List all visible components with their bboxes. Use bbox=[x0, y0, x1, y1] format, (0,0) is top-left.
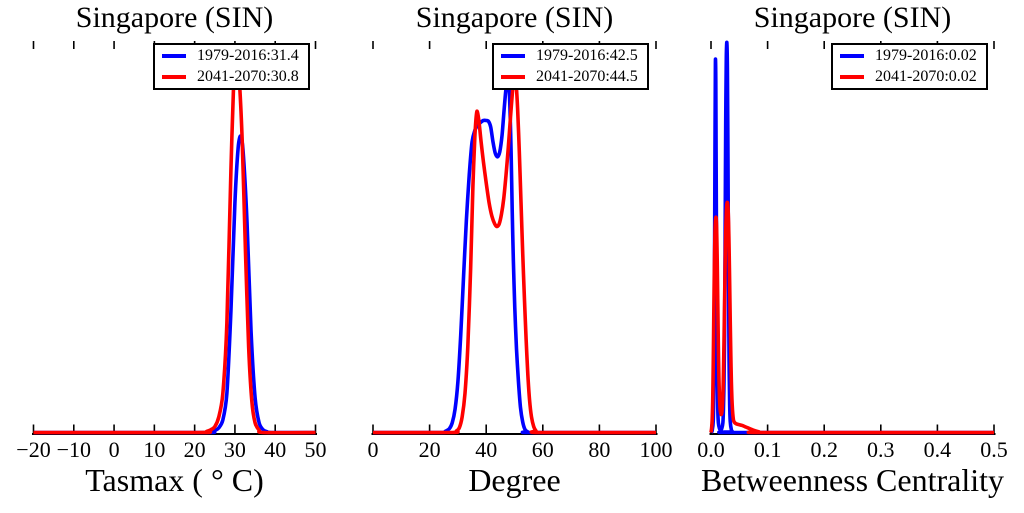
legend-tasmax: 1979-2016:31.4 2041-2070:30.8 bbox=[153, 43, 310, 90]
legend-betweenness: 1979-2016:0.02 2041-2070:0.02 bbox=[831, 43, 988, 90]
x-tick-label: 60 bbox=[531, 437, 554, 462]
legend-entry: 2041-2070:30.8 bbox=[155, 67, 308, 88]
x-axis-label-betweenness: Betweenness Centrality bbox=[700, 462, 1005, 498]
legend-label: 1979-2016:31.4 bbox=[197, 47, 299, 64]
legend-line-red-icon bbox=[162, 75, 186, 79]
legend-entry: 1979-2016:42.5 bbox=[494, 46, 647, 67]
x-tick-label: 0.5 bbox=[980, 437, 1008, 462]
legend-line-blue-icon bbox=[501, 54, 525, 58]
legend-entry: 1979-2016:0.02 bbox=[833, 46, 986, 67]
x-axis-label-degree: Degree bbox=[468, 462, 561, 498]
x-tick-label: 20 bbox=[418, 437, 441, 462]
x-tick-label: 0.4 bbox=[923, 437, 952, 462]
x-tick-label: 80 bbox=[588, 437, 611, 462]
x-tick-label: 30 bbox=[223, 437, 246, 462]
legend-label: 1979-2016:0.02 bbox=[875, 47, 977, 64]
x-tick-label: 0.0 bbox=[697, 437, 725, 462]
x-tick-label: −20 bbox=[16, 437, 51, 462]
x-tick-label: 0 bbox=[367, 437, 379, 462]
legend-line-red-icon bbox=[501, 75, 525, 79]
kde-curve-2041-2070 bbox=[372, 73, 657, 435]
x-axis-label-tasmax: Tasmax ( ° C) bbox=[85, 462, 264, 498]
x-tick-label: −10 bbox=[56, 437, 91, 462]
kde-curve-1979-2016 bbox=[709, 40, 995, 435]
legend-line-red-icon bbox=[840, 75, 864, 79]
x-tick-label: 100 bbox=[639, 437, 673, 462]
x-tick-label: 50 bbox=[304, 437, 327, 462]
legend-entry: 2041-2070:0.02 bbox=[833, 67, 986, 88]
x-tick-label: 0.2 bbox=[810, 437, 838, 462]
kde-curve-2041-2070 bbox=[709, 200, 995, 435]
x-tick-label: 40 bbox=[475, 437, 498, 462]
kde-curve-1979-2016 bbox=[372, 77, 657, 435]
panel-title-degree: Singapore (SIN) bbox=[415, 1, 614, 34]
legend-label: 1979-2016:42.5 bbox=[536, 47, 638, 64]
x-tick-label: 40 bbox=[264, 437, 287, 462]
legend-label: 2041-2070:0.02 bbox=[875, 68, 977, 85]
x-tick-label: 10 bbox=[143, 437, 166, 462]
legend-label: 2041-2070:30.8 bbox=[197, 68, 299, 85]
kde-curve-2041-2070 bbox=[33, 57, 316, 435]
x-tick-label: 0.1 bbox=[753, 437, 782, 462]
x-tick-label: 0.3 bbox=[867, 437, 895, 462]
legend-line-blue-icon bbox=[162, 54, 186, 58]
x-tick-label: 0 bbox=[108, 437, 120, 462]
legend-entry: 2041-2070:44.5 bbox=[494, 67, 647, 88]
legend-line-blue-icon bbox=[840, 54, 864, 58]
legend-degree: 1979-2016:42.5 2041-2070:44.5 bbox=[492, 43, 649, 90]
panel-title-betweenness: Singapore (SIN) bbox=[753, 1, 952, 34]
legend-label: 2041-2070:44.5 bbox=[536, 68, 638, 85]
panel-title-tasmax: Singapore (SIN) bbox=[75, 1, 274, 34]
x-tick-label: 20 bbox=[183, 437, 206, 462]
legend-entry: 1979-2016:31.4 bbox=[155, 46, 308, 67]
kde-curve-1979-2016 bbox=[33, 134, 316, 435]
